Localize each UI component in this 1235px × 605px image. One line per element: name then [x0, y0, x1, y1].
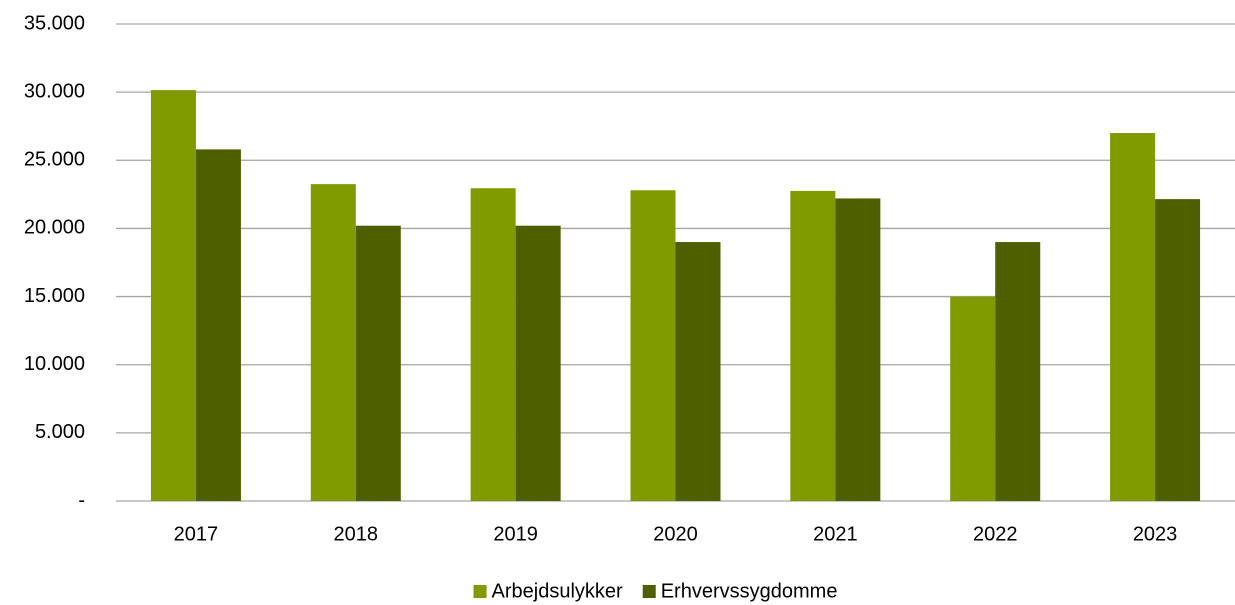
bar: [1155, 199, 1201, 501]
bar: [790, 190, 836, 501]
x-tick-label: 2017: [174, 523, 219, 545]
bar: [355, 225, 401, 501]
bar: [195, 149, 241, 501]
x-tick-label: 2021: [813, 523, 858, 545]
legend-swatch: [642, 585, 656, 598]
bar: [630, 190, 676, 502]
bar: [310, 184, 356, 501]
bar: [515, 225, 561, 501]
legend-label: Erhvervssygdomme: [661, 580, 838, 602]
y-tick-label: -: [78, 489, 85, 511]
y-tick-label: 15.000: [24, 285, 85, 307]
x-tick-label: 2018: [334, 523, 379, 545]
bar: [1110, 133, 1156, 501]
y-tick-label: 20.000: [24, 217, 85, 239]
bar: [150, 90, 196, 501]
legend-swatch: [473, 585, 487, 598]
y-tick-label: 10.000: [24, 353, 85, 375]
x-tick-label: 2022: [973, 523, 1018, 545]
x-tick-label: 2023: [1133, 523, 1178, 545]
y-tick-label: 35.000: [24, 12, 85, 34]
x-tick-label: 2019: [493, 523, 538, 545]
bar: [995, 242, 1041, 502]
bar: [835, 198, 881, 501]
y-tick-label: 5.000: [35, 421, 85, 443]
y-tick-label: 25.000: [24, 149, 85, 171]
bar: [950, 296, 996, 501]
legend-label: Arbejdsulykker: [492, 580, 624, 602]
bar: [675, 242, 721, 502]
x-tick-label: 2020: [653, 523, 698, 545]
y-tick-label: 30.000: [24, 80, 85, 102]
bar: [470, 188, 516, 501]
